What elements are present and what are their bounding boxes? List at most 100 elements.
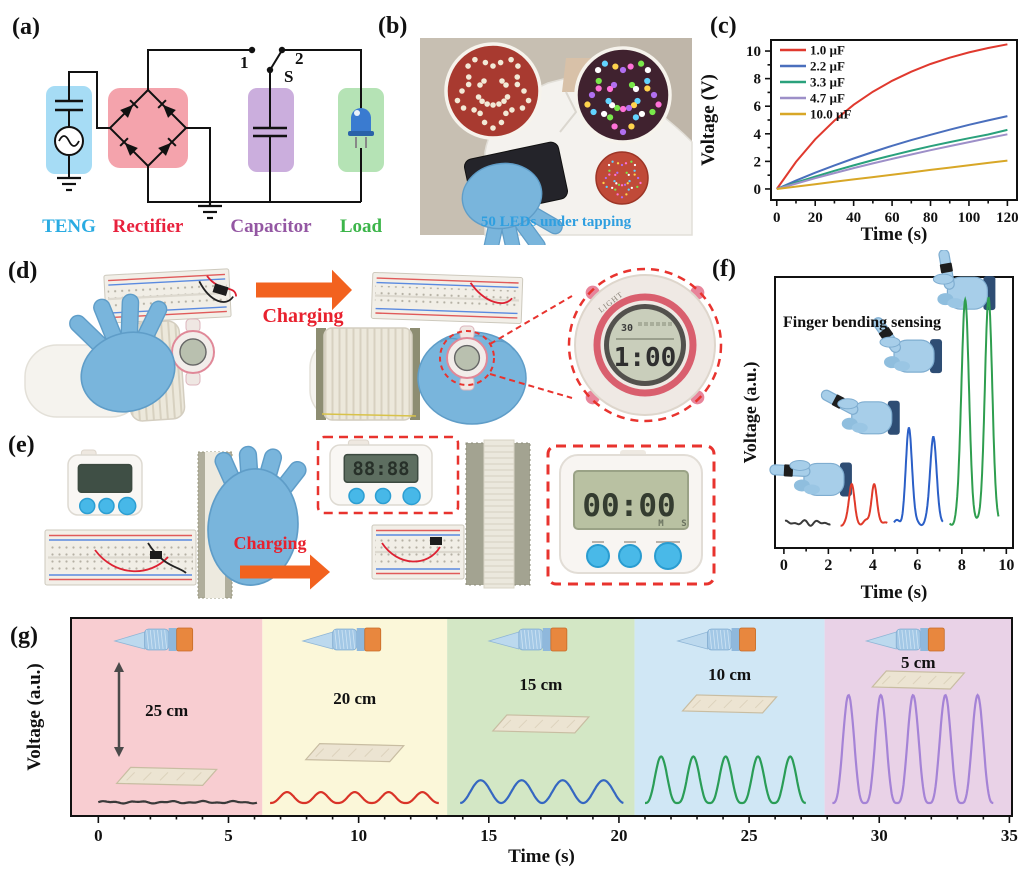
- series-2.2 µF: [776, 115, 1008, 190]
- digital-timer: [329, 439, 433, 506]
- fabric-patch-icon: [681, 694, 778, 714]
- band-10 cm: [634, 618, 825, 816]
- svg-text:120: 120: [996, 210, 1019, 226]
- series-4.7 µF: [776, 133, 1008, 190]
- distance-arrow: [114, 662, 124, 757]
- svg-text:15: 15: [480, 826, 497, 845]
- svg-text:10: 10: [746, 44, 761, 60]
- small-led-board: [595, 151, 649, 205]
- panel-f-finger-bending-chart: (f) Finger bending sensing 0 2 4 6 8 10 Time (s…: [712, 250, 1014, 603]
- led-demo-photo: [420, 38, 693, 245]
- led-board-off-inset: [444, 42, 542, 140]
- svg-text:20 cm: 20 cm: [333, 689, 376, 708]
- led-board-lit-inset: [574, 46, 672, 144]
- nitrile-glove-hand: [207, 445, 307, 586]
- svg-text:100: 100: [958, 210, 981, 226]
- trace-5 cm: [832, 693, 994, 805]
- fabric-patch-icon: [870, 670, 966, 690]
- svg-text:30: 30: [871, 826, 888, 845]
- panel-e-timer-charging: (e) Charging 88:88 00:00 M S: [8, 432, 716, 599]
- timer-zoom-display: 00:00: [582, 488, 675, 524]
- chart-c: 0 20 40 60 80 100 120 0 2 4 6 8 10 Time (s) Voltage (V…: [698, 39, 1019, 245]
- svg-text:5 cm: 5 cm: [901, 653, 935, 672]
- svg-text:3.3 µF: 3.3 µF: [810, 75, 845, 90]
- panel-b-led-photo: (b) 50 LEDs under tapping: [378, 13, 693, 245]
- capacitor-box: [248, 88, 294, 172]
- led-icon: [348, 108, 374, 148]
- diode-bridge-icons: [119, 99, 177, 156]
- svg-text:Time (s): Time (s): [508, 846, 575, 867]
- load-label: Load: [340, 216, 383, 237]
- nitrile-glove-hand: [461, 162, 563, 245]
- switch-name-label: S: [284, 67, 293, 86]
- chart-g: 25 cm 20 cm 15 cm 10 cm 5 cm 0 5 10 15 20 25 30 35 Ti…: [24, 617, 1018, 867]
- charging-arrow-icon: [256, 269, 352, 311]
- svg-text:4.7 µF: 4.7 µF: [810, 91, 845, 106]
- panel-a-label: (a): [12, 14, 40, 40]
- svg-text:Voltage (a.u.): Voltage (a.u.): [740, 362, 761, 464]
- band-20 cm: [262, 618, 448, 816]
- trace-large bend: [948, 296, 1000, 526]
- svg-text:10: 10: [350, 826, 367, 845]
- svg-text:15 cm: 15 cm: [519, 675, 562, 694]
- fabric-patch-icon: [115, 766, 218, 787]
- bending-finger-hand-icon: [872, 317, 943, 374]
- panel-e-label: (e): [8, 432, 35, 458]
- nitrile-glove-hand: [69, 293, 176, 413]
- wrist-watch: [446, 325, 488, 391]
- svg-text:2: 2: [824, 557, 832, 574]
- air-nozzle-icon: [864, 627, 945, 652]
- svg-text:6: 6: [754, 99, 762, 115]
- panel-c-label: (c): [710, 13, 737, 39]
- breadboard: [370, 271, 524, 325]
- trace-no bend: [784, 519, 831, 527]
- axis-ticks: [97, 816, 1011, 823]
- switch-contacts: [248, 46, 286, 74]
- axis-ticks: [765, 50, 1009, 206]
- svg-text:Time (s): Time (s): [861, 582, 928, 603]
- plot-frame: [774, 276, 1014, 549]
- svg-text:60: 60: [885, 210, 900, 226]
- watch-zoom-inset: [574, 274, 716, 416]
- svg-text:40: 40: [846, 210, 861, 226]
- svg-text:5: 5: [224, 826, 233, 845]
- rectifier-box: [108, 88, 188, 168]
- svg-text:10: 10: [998, 557, 1014, 574]
- capacitor-label: Capacitor: [230, 216, 312, 237]
- svg-text:0: 0: [94, 826, 103, 845]
- panel-b-caption: 50 LEDs under tapping: [481, 214, 632, 230]
- svg-text:Time (s): Time (s): [861, 224, 928, 245]
- panel-g-distance-sensing-chart: (g) 25 cm 20 cm 15 cm 10 cm 5 cm 0 5 10 15 20 25 30…: [10, 617, 1018, 867]
- panel-g-label: (g): [10, 623, 38, 649]
- timer-sec-unit: S: [681, 519, 686, 529]
- svg-text:0: 0: [780, 557, 788, 574]
- svg-text:10.0 µF: 10.0 µF: [810, 107, 851, 122]
- svg-text:4: 4: [869, 557, 877, 574]
- air-nozzle-icon: [301, 627, 382, 652]
- breadboard: [44, 529, 197, 586]
- svg-text:4: 4: [754, 127, 762, 143]
- bending-finger-hand-icon: [820, 389, 900, 435]
- air-nozzle-icon: [676, 627, 756, 652]
- timer-min-unit: M: [658, 519, 664, 529]
- sine-icon: [58, 135, 80, 147]
- svg-text:8: 8: [958, 557, 966, 574]
- svg-text:Finger bending sensing: Finger bending sensing: [783, 314, 941, 331]
- fabric-patch-icon: [304, 743, 406, 763]
- trace-15 cm: [460, 779, 624, 805]
- ground-symbol: [57, 176, 222, 220]
- trace-25 cm: [97, 799, 258, 805]
- bending-finger-hand-icon: [769, 459, 852, 497]
- trace-10 cm: [645, 755, 806, 805]
- panel-d-watch-charging: (d) Charging 30 1:00 LIGHT: [8, 258, 723, 425]
- svg-text:25: 25: [741, 826, 758, 845]
- bending-finger-hand-icon: [932, 250, 996, 311]
- axis-ticks: [783, 548, 1008, 554]
- svg-text:25 cm: 25 cm: [145, 701, 188, 720]
- panel-f-label: (f): [712, 256, 736, 282]
- watch-date-text: 30: [621, 323, 633, 334]
- trace-20 cm: [270, 790, 439, 805]
- svg-text:0: 0: [773, 210, 781, 226]
- svg-text:Voltage (a.u.): Voltage (a.u.): [24, 663, 45, 771]
